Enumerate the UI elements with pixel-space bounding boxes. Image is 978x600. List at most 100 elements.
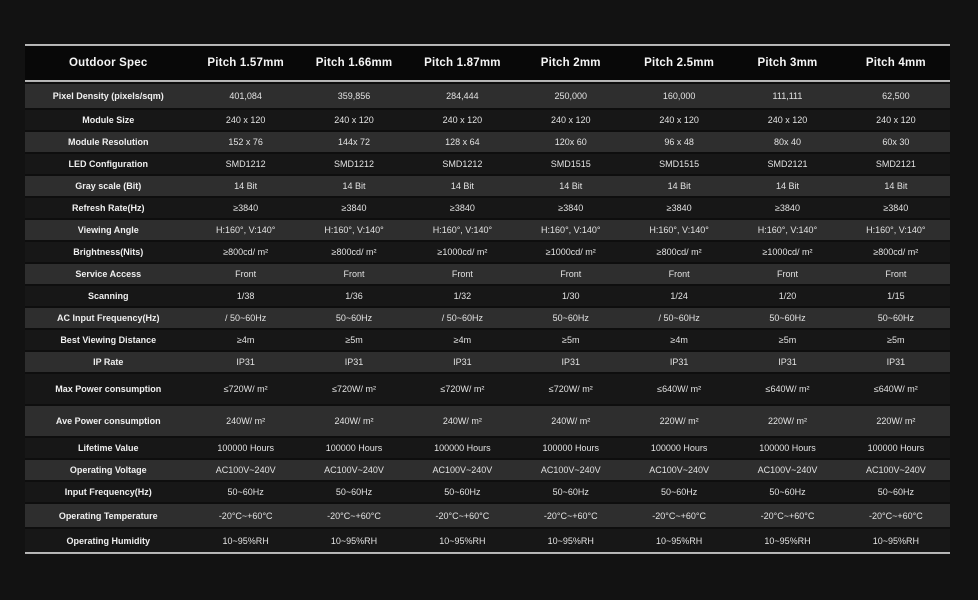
cell-value: 50~60Hz [552, 313, 589, 323]
cell-value: Front [776, 269, 798, 279]
outdoor-spec-table: Outdoor Spec Pitch 1.57mm Pitch 1.66mm Pitc… [25, 44, 950, 554]
cell-value: ≥1000cd/ m² [545, 247, 596, 257]
cell-value: ≥3840 [774, 203, 800, 213]
cell-value: ≥800cd/ m² [873, 247, 919, 257]
cell-value: H:160°, V:140° [757, 225, 818, 235]
cell-value: Front [668, 269, 690, 279]
column-header-pitch: Pitch 4mm [865, 57, 926, 69]
cell-value: SMD1515 [550, 159, 591, 169]
cell-value: 50~60Hz [335, 313, 373, 323]
cell-value: AC100V~240V [432, 465, 493, 475]
row-label: IP Rate [93, 357, 124, 367]
cell-value: IP31 [236, 357, 255, 367]
cell-value: 62,500 [882, 91, 910, 101]
column-header-pitch: Pitch 3mm [757, 57, 818, 69]
cell-value: 10~95%RH [222, 535, 269, 546]
cell-value: IP31 [778, 357, 797, 367]
cell-value: Front [235, 269, 257, 279]
row-label: Ave Power consumption [55, 416, 161, 426]
header-bottom-rule [25, 80, 950, 82]
cell-value: 50~60Hz [227, 487, 264, 497]
cell-value: ≥1000cd/ m² [762, 247, 813, 257]
cell-value: 250,000 [554, 91, 588, 101]
table-row: Module Resolution 152 x 76 144x 72 128 x 64… [25, 130, 950, 152]
cell-value: SMD1212 [334, 159, 375, 169]
cell-value: 240 x 120 [659, 115, 699, 125]
cell-value: 240W/ m² [551, 416, 591, 426]
table-row: Scanning 1/38 1/36 1/32 1/30 1/24 1/20 1/15 [25, 284, 950, 306]
cell-value: 160,000 [662, 91, 696, 101]
cell-value: 10~95%RH [764, 535, 811, 546]
cell-value: ≥4m [453, 335, 472, 345]
cell-value: -20°C~+60°C [435, 510, 490, 521]
cell-value: 50~60Hz [769, 487, 806, 497]
cell-value: ≥4m [236, 335, 255, 345]
table-row: Max Power consumption ≤720W/ m² ≤720W/ m² ≤… [25, 372, 950, 404]
top-rule [25, 44, 950, 46]
table-row: Pixel Density (pixels/sqm) 401,084 359,856… [25, 82, 950, 108]
table-row: Operating Temperature -20°C~+60°C -20°C~+6… [25, 502, 950, 527]
cell-value: Front [451, 269, 473, 279]
cell-value: Front [343, 269, 365, 279]
table-row: LED Configuration SMD1212 SMD1212 SMD1212 SM… [25, 152, 950, 174]
cell-value: 50~60Hz [877, 313, 914, 323]
row-label: LED Configuration [68, 159, 149, 169]
cell-value: IP31 [453, 357, 472, 367]
cell-value: 50~60Hz [660, 487, 698, 497]
cell-value: ≥800cd/ m² [331, 247, 377, 257]
row-label: Refresh Rate(Hz) [71, 203, 145, 213]
cell-value: 10~95%RH [872, 535, 919, 546]
table-row: Brightness(Nits) ≥800cd/ m² ≥800cd/ m² ≥100… [25, 240, 950, 262]
cell-value: 14 Bit [342, 181, 366, 191]
table-row: Service Access Front Front Front Front Front F… [25, 262, 950, 284]
cell-value: ≥5m [778, 335, 797, 345]
cell-value: 240 x 120 [442, 115, 483, 125]
cell-value: 100000 Hours [217, 443, 274, 453]
table-row: AC Input Frequency(Hz) / 50~60Hz 50~60Hz / … [25, 306, 950, 328]
cell-value: 80x 40 [773, 137, 801, 147]
cell-value: -20°C~+60°C [327, 510, 381, 521]
cell-value: -20°C~+60°C [868, 510, 923, 521]
cell-value: 1/20 [778, 291, 797, 301]
bottom-rule [25, 552, 950, 554]
cell-value: IP31 [561, 357, 581, 367]
table-row: Viewing Angle H:160°, V:140° H:160°, V:140… [25, 218, 950, 240]
cell-value: ≥800cd/ m² [656, 247, 702, 257]
cell-value: 14 Bit [450, 181, 474, 191]
cell-value: 1/15 [887, 291, 905, 301]
row-label: Gray scale (Bit) [75, 181, 142, 191]
cell-value: 50~60Hz [769, 313, 806, 323]
cell-value: 100000 Hours [542, 443, 600, 453]
cell-value: IP31 [669, 357, 689, 367]
cell-value: 50~60Hz [877, 487, 914, 497]
cell-value: 240W/ m² [442, 416, 482, 426]
table-row: Input Frequency(Hz) 50~60Hz 50~60Hz 50~60Hz… [25, 480, 950, 502]
cell-value: ≥5m [887, 335, 905, 345]
row-label: Input Frequency(Hz) [64, 487, 152, 497]
cell-value: SMD1212 [225, 159, 266, 169]
column-header-outdoor-spec: Outdoor Spec [69, 57, 148, 69]
cell-value: 128 x 64 [445, 137, 480, 147]
cell-value: H:160°, V:140° [432, 225, 493, 235]
cell-value: 220W/ m² [876, 416, 916, 426]
cell-value: -20°C~+60°C [543, 510, 598, 521]
table-row: Operating Humidity 10~95%RH 10~95%RH 10~95%… [25, 527, 950, 552]
cell-value: ≥3840 [449, 203, 475, 213]
cell-value: ≤640W/ m² [765, 384, 810, 394]
row-label: Lifetime Value [77, 443, 139, 453]
cell-value: 401,084 [229, 91, 262, 101]
cell-value: 1/36 [345, 291, 363, 301]
cell-value: 60x 30 [882, 137, 910, 147]
cell-value: 100000 Hours [434, 443, 491, 453]
row-label: Operating Humidity [66, 535, 150, 546]
table-row: IP Rate IP31 IP31 IP31 IP31 IP31 IP31 IP31 [25, 350, 950, 372]
row-label: Service Access [75, 269, 142, 279]
column-header-pitch: Pitch 1.66mm [315, 57, 393, 69]
cell-value: 240 x 120 [767, 115, 808, 125]
cell-value: IP31 [886, 357, 906, 367]
cell-value: / 50~60Hz [225, 313, 267, 323]
cell-value: ≥3840 [883, 203, 909, 213]
table-row: Gray scale (Bit) 14 Bit 14 Bit 14 Bit 14 Bit… [25, 174, 950, 196]
cell-value: ≥3840 [233, 203, 259, 213]
cell-value: 14 Bit [775, 181, 799, 191]
